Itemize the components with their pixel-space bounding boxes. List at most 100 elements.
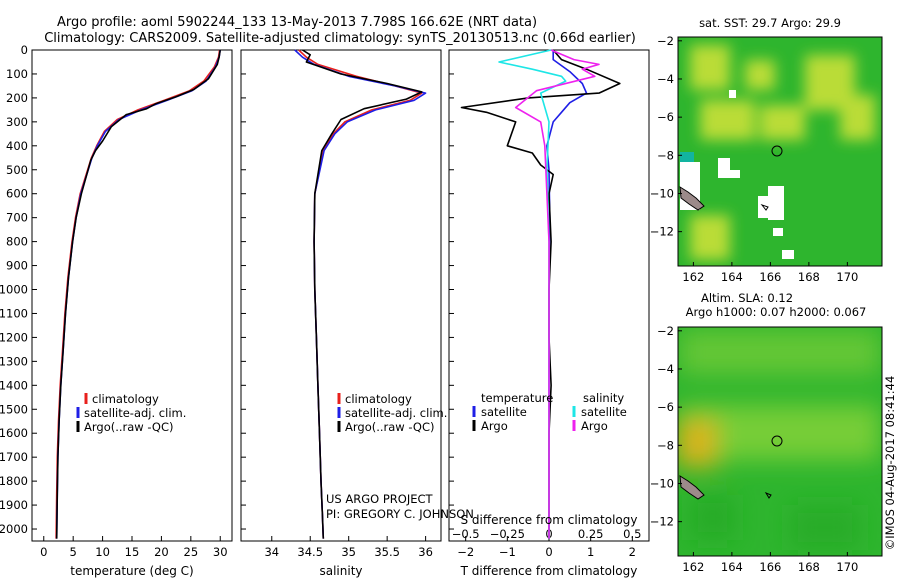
legend-climatology: climatology <box>345 392 412 406</box>
legend-salinity-header: salinity <box>583 391 624 405</box>
legend-temperature-header: temperature <box>481 391 553 405</box>
y-tick-label: 0 <box>21 43 28 57</box>
legend-argo: Argo(..raw -QC) <box>84 420 174 434</box>
map-x-tick-label: 162 <box>682 270 704 284</box>
map-x-tick-label: 168 <box>798 270 820 284</box>
difference-xlabel-top: S difference from climatology <box>461 513 638 527</box>
temperature-legend: climatology satellite-adj. clim. Argo(..… <box>76 392 186 434</box>
legend-sal-satellite: satellite <box>581 405 627 419</box>
x-tick-label: 30 <box>213 545 228 559</box>
x-tick-label: 35.5 <box>374 545 400 559</box>
y-tick-label: 1600 <box>0 426 28 440</box>
difference-legend: temperature salinity satellite Argo sate… <box>472 391 627 433</box>
difference-xlabel: T difference from climatology <box>460 564 638 578</box>
x-top-tick-label: −0.5 <box>452 527 480 541</box>
x-tick-label: 0 <box>40 545 47 559</box>
legend-temp-satellite: satellite <box>481 405 527 419</box>
salinity-panel-frame <box>240 49 442 542</box>
series-line <box>514 49 600 539</box>
map-x-tick-label: 170 <box>836 270 858 284</box>
y-tick-label: 600 <box>6 187 28 201</box>
sla-max-patch <box>678 418 718 468</box>
y-tick-label: 1000 <box>0 283 28 297</box>
missing-data-patch <box>782 250 794 259</box>
y-tick-label: 1500 <box>0 402 28 416</box>
series-line <box>55 49 221 539</box>
map-x-tick-label: 164 <box>721 270 743 284</box>
island-outline <box>679 475 705 500</box>
map-y-tick-label: −8 <box>657 438 674 452</box>
x-tick-label: 25 <box>184 545 199 559</box>
x-top-tick-label: 0.5 <box>623 527 641 541</box>
sla-map-subtitle: Argo h1000: 0.07 h2000: 0.067 <box>686 305 867 319</box>
series-line <box>302 49 423 539</box>
sst-warm-patch <box>690 45 730 90</box>
temperature-panel-frame <box>31 49 233 542</box>
y-tick-label: 1900 <box>0 498 28 512</box>
sla-low-patch <box>690 495 735 540</box>
missing-data-patch <box>730 170 740 178</box>
map-y-tick-label: −4 <box>657 72 674 86</box>
x-top-tick-label: −0.25 <box>490 527 525 541</box>
sst-map <box>678 37 882 266</box>
map-y-tick-label: −2 <box>657 324 674 338</box>
missing-data-patch <box>768 186 784 220</box>
legend-satellite-clim: satellite-adj. clim. <box>84 406 186 420</box>
legend-argo: Argo(..raw -QC) <box>345 420 435 434</box>
sla-map-axes: 162 164 166 168 170 −2 −4 −6 −8 −10 −12 <box>650 324 859 574</box>
sla-map-title: Altim. SLA: 0.12 <box>701 291 793 305</box>
temperature-plot: 0 5 10 15 20 25 300100200300400500600700800900… <box>0 43 228 559</box>
argo-float-marker <box>771 145 783 157</box>
x-tick-label: 34 <box>264 545 279 559</box>
salinity-xlabel: salinity <box>319 564 362 578</box>
x-tick-label: 1 <box>587 545 594 559</box>
y-tick-label: 400 <box>6 139 28 153</box>
map-y-tick-label: −10 <box>650 476 674 490</box>
legend-climatology: climatology <box>92 392 159 406</box>
legend-temp-argo: Argo <box>481 419 508 433</box>
sst-warm-patch <box>840 95 875 140</box>
map-y-tick-label: −10 <box>650 186 674 200</box>
x-tick-label: 5 <box>70 545 77 559</box>
series-line <box>298 49 423 539</box>
legend-satellite-clim: satellite-adj. clim. <box>345 406 447 420</box>
x-tick-label: 20 <box>154 545 169 559</box>
series-line <box>460 49 621 539</box>
y-tick-label: 1300 <box>0 354 28 368</box>
x-top-tick-label: 0.25 <box>578 527 604 541</box>
map-y-tick-label: −12 <box>650 515 674 529</box>
y-tick-label: 1200 <box>0 330 28 344</box>
y-tick-label: 200 <box>6 91 28 105</box>
x-tick-label: 36 <box>418 545 433 559</box>
map-y-tick-label: −2 <box>657 34 674 48</box>
y-tick-label: 500 <box>6 163 28 177</box>
x-tick-label: 10 <box>95 545 110 559</box>
island-outline <box>760 203 769 211</box>
map-y-tick-label: −6 <box>657 400 674 414</box>
map-y-tick-label: −6 <box>657 110 674 124</box>
x-tick-label: 2 <box>629 545 636 559</box>
y-tick-label: 100 <box>6 67 28 81</box>
sst-warm-patch <box>745 60 775 90</box>
series-line <box>55 49 221 539</box>
sla-map-frame <box>677 326 883 557</box>
y-tick-label: 800 <box>6 235 28 249</box>
sst-map-axes: 162 164 166 168 170 −2 −4 −6 −8 −10 −12 <box>650 34 859 284</box>
series-line <box>55 49 221 539</box>
series-line <box>546 50 588 539</box>
argo-float-marker <box>771 435 783 447</box>
series-line <box>498 49 567 539</box>
y-tick-label: 1100 <box>0 306 28 320</box>
y-tick-label: 700 <box>6 211 28 225</box>
map-x-tick-label: 166 <box>759 270 781 284</box>
missing-data-patch <box>729 90 736 98</box>
map-y-tick-label: −12 <box>650 225 674 239</box>
map-y-tick-label: −4 <box>657 362 674 376</box>
x-tick-label: −1 <box>499 545 516 559</box>
map-y-tick-label: −8 <box>657 148 674 162</box>
y-tick-label: 900 <box>6 259 28 273</box>
sla-high-band <box>680 330 880 375</box>
map-x-tick-label: 164 <box>721 560 743 574</box>
sla-map <box>678 327 882 556</box>
